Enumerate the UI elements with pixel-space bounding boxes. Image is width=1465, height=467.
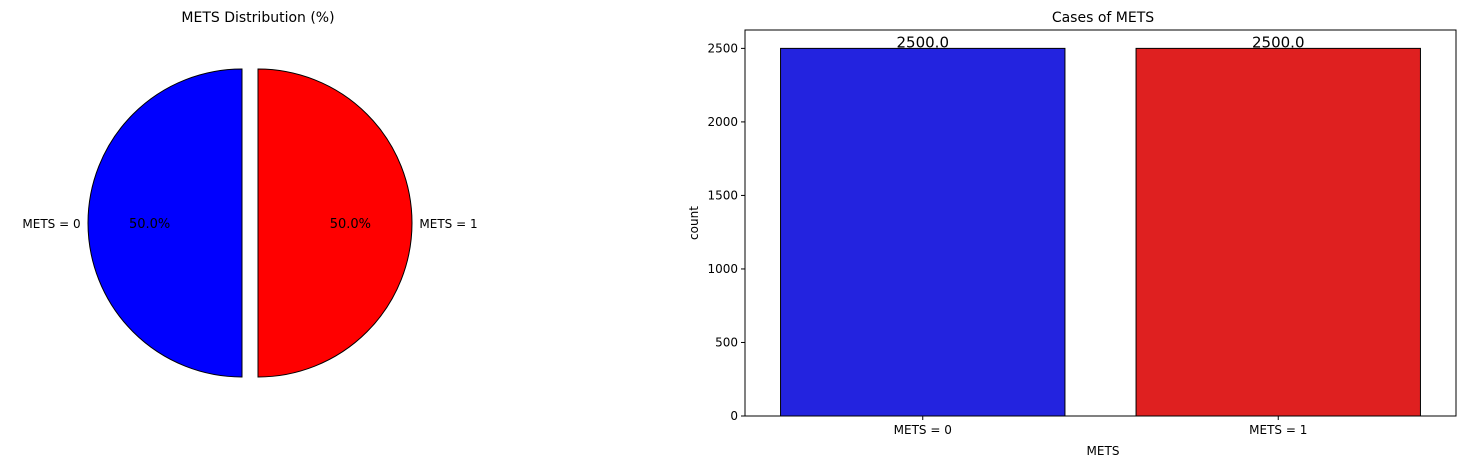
bar-chart-x-axis-label: METS	[1087, 444, 1120, 458]
y-tick-label: 1500	[707, 188, 738, 202]
bar-chart-y-axis-label: count	[687, 206, 701, 240]
bar-data-label: 2500.0	[897, 33, 950, 51]
pie-percent-label: 50.0%	[129, 217, 170, 232]
bar-chart-axes-frame	[744, 29, 1457, 417]
x-tick-label: METS = 1	[1249, 423, 1307, 437]
pie-chart-title: METS Distribution (%)	[181, 10, 334, 26]
y-tick-label: 2500	[707, 41, 738, 55]
pie-chart: METS Distribution (%) 50.0% METS = 0 50.0%…	[22, 10, 478, 378]
y-tick-label: 2000	[707, 115, 738, 129]
x-tick-label: METS = 0	[894, 423, 952, 437]
pie-percent-label: 50.0%	[330, 217, 371, 232]
y-tick-label: 500	[715, 335, 738, 349]
bar-data-label: 2500.0	[1252, 33, 1305, 51]
pie-category-label: METS = 1	[419, 217, 477, 231]
y-tick-label: 1000	[707, 262, 738, 276]
bar-chart: Cases of METS METS count 0 500 1000 1500 200…	[687, 10, 1457, 458]
bar-mets-0	[780, 47, 1066, 417]
y-tick-label: 0	[730, 409, 738, 423]
bar-chart-title: Cases of METS	[1052, 10, 1154, 26]
pie-slice-mets-0	[87, 68, 243, 378]
pie-category-label: METS = 0	[22, 217, 80, 231]
bar-mets-1	[1135, 47, 1421, 417]
pie-slice-mets-1	[257, 68, 413, 378]
